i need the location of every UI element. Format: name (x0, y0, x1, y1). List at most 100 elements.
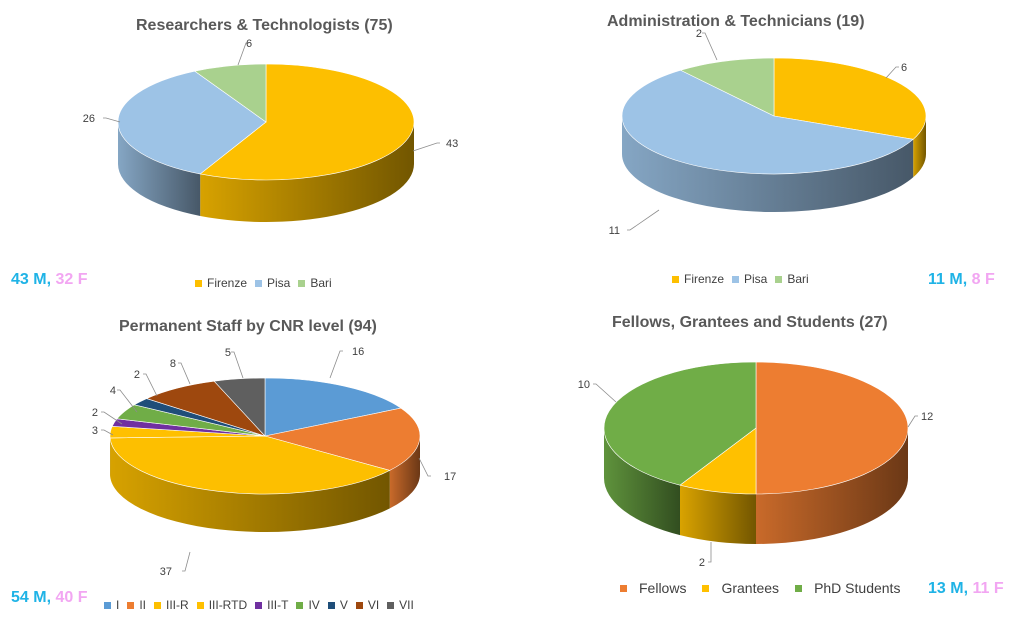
legend-swatch (327, 601, 335, 609)
chart-title: Fellows, Grantees and Students (27) (612, 314, 888, 331)
female-count: 11 F (972, 580, 1004, 597)
pie-slice-bari (193, 63, 267, 123)
pie-chart-svg: 12 2 10 (578, 361, 933, 569)
legend-label: III-RTD (208, 598, 248, 612)
female-count: 32 F (55, 271, 88, 288)
pie-slice-side (118, 122, 201, 216)
legend-label: Grantees (721, 580, 780, 596)
gender-summary: 54 M, 40 F (11, 589, 87, 607)
legend-item: VII (387, 598, 414, 612)
pie-slice-side (680, 485, 756, 544)
legend-item: Fellows (620, 580, 686, 596)
leader-line (117, 389, 138, 413)
chart-legend: I II III-R III-RTD III-T IV V VI VII (104, 598, 422, 612)
pie-slice-pisa (117, 70, 267, 175)
data-label: 3 (92, 425, 98, 437)
legend-item: III-R (154, 598, 189, 612)
pie-slice-vii (213, 377, 266, 437)
leader-line (907, 415, 918, 428)
legend-item: I (104, 598, 119, 612)
chart-title: Permanent Staff by CNR level (94) (119, 318, 377, 335)
pie-sides (604, 428, 908, 544)
chart-researchers: Researchers & Technologists (75) 43 26 6 4… (0, 0, 512, 312)
legend-label: Firenze (207, 276, 248, 290)
pie-slice-iii-r (109, 435, 391, 495)
legend-swatch (387, 601, 395, 609)
legend-swatch (795, 584, 803, 592)
data-label: 2 (134, 369, 140, 381)
legend-swatch (775, 275, 783, 283)
legend-label: VI (367, 598, 380, 612)
gender-summary: 43 M, 32 F (11, 271, 87, 289)
gender-summary: 13 M, 11 F (928, 580, 1004, 598)
pie-slice-side (604, 428, 680, 536)
legend-label: V (339, 598, 348, 612)
leader-line (885, 66, 899, 79)
legend-item: V (327, 598, 348, 612)
leader-line (418, 457, 431, 477)
data-label: 12 (921, 411, 933, 423)
legend-swatch (732, 275, 740, 283)
male-count: 11 M, (928, 271, 968, 288)
leader-line (101, 429, 114, 436)
pie-sides (118, 122, 414, 222)
data-label: 2 (696, 28, 702, 40)
leader-line (143, 373, 158, 397)
legend-swatch (672, 275, 679, 283)
pie-chart-svg: 43 26 6 (83, 38, 458, 222)
data-label: 8 (170, 358, 176, 370)
leader-line (231, 351, 244, 379)
legend-item: VI (355, 598, 380, 612)
pie-slice-firenze (773, 57, 927, 140)
legend-label: VII (399, 598, 414, 612)
legend-item: III-RTD (196, 598, 248, 612)
pie-slice-side (110, 437, 390, 532)
legend-swatch (702, 584, 710, 592)
legend-swatch (196, 601, 204, 609)
chart-title: Administration & Technicians (19) (607, 13, 865, 30)
legend-item: IV (296, 598, 320, 612)
data-label: 26 (83, 113, 95, 125)
leader-line (702, 32, 718, 61)
data-label: 43 (446, 138, 458, 150)
data-label: 37 (160, 566, 172, 578)
leader-line (412, 142, 440, 152)
pie-slice-i (264, 377, 402, 437)
legend-item: Firenze (195, 276, 247, 290)
legend-item: III-T (255, 598, 288, 612)
pie-slice-phd-students (603, 361, 757, 486)
pie-slice-side (622, 116, 914, 213)
data-label: 2 (699, 557, 705, 569)
data-label: 5 (225, 347, 231, 359)
legend-label: III-T (267, 598, 289, 612)
legend-swatch (620, 584, 627, 592)
data-label: 17 (444, 471, 456, 483)
legend-label: Pisa (267, 276, 291, 290)
legend-swatch (154, 601, 162, 609)
chart-permanent-staff: Permanent Staff by CNR level (94) 16 17 37… (0, 312, 512, 625)
legend-item: Pisa (732, 272, 767, 286)
male-count: 13 M, (928, 580, 969, 597)
leader-line (237, 42, 249, 66)
legend-label: Firenze (684, 272, 725, 286)
data-label: 4 (110, 385, 116, 397)
legend-swatch (355, 601, 363, 609)
legend-swatch (255, 601, 263, 609)
leader-line (627, 209, 660, 231)
legend-swatch (296, 601, 304, 609)
leader-line (101, 411, 123, 425)
leader-line (593, 383, 617, 403)
chart-legend: Firenze Pisa Bari (672, 272, 817, 286)
pie-slice-side (200, 122, 414, 222)
pie-slice-side (756, 428, 908, 544)
legend-item: II (127, 598, 146, 612)
chart-legend: Firenze Pisa Bari (195, 276, 340, 290)
pie-slice-side (913, 116, 926, 178)
legend-item: Pisa (255, 276, 290, 290)
legend-label: Fellows (639, 580, 687, 596)
legend-label: Pisa (744, 272, 768, 286)
leader-line (708, 542, 712, 563)
chart-title: Researchers & Technologists (75) (136, 17, 393, 34)
data-label: 6 (246, 38, 252, 50)
legend-label: IV (308, 598, 320, 612)
